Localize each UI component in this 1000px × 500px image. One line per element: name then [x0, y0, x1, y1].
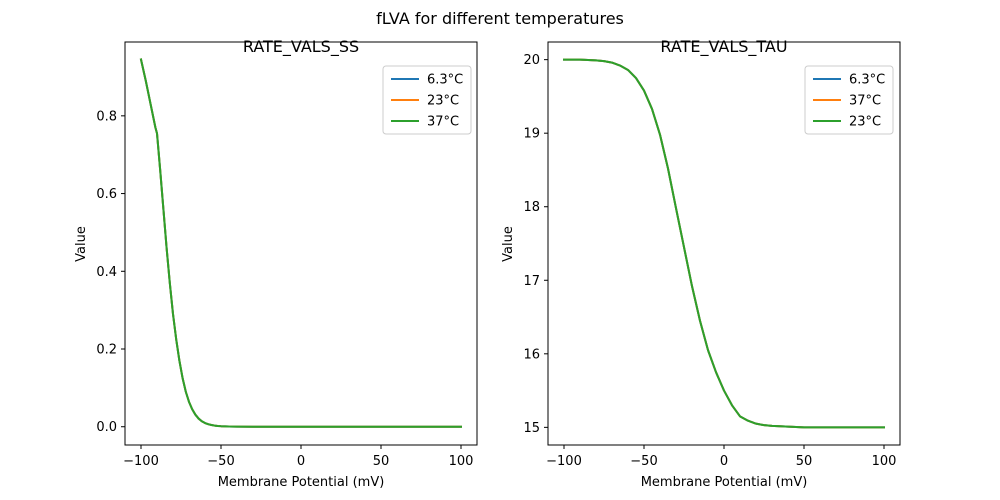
legend-label-1: 23°C — [427, 94, 459, 109]
x-tick-label: −100 — [123, 454, 159, 469]
series-line-2 — [563, 58, 885, 429]
legend-box — [382, 65, 472, 135]
y-tick-label: 0.2 — [96, 343, 117, 358]
x-tick-label: 0 — [297, 454, 305, 469]
legend-label-1: 37°C — [849, 94, 881, 109]
x-tick-label: 100 — [872, 454, 897, 469]
x-tick-label: −50 — [207, 454, 234, 469]
legend-box — [804, 65, 894, 135]
x-tick-label: −50 — [630, 454, 657, 469]
subplot-title: RATE_VALS_TAU — [660, 37, 787, 57]
x-axis-label: Membrane Potential (mV) — [218, 475, 385, 490]
y-tick-label: 0.8 — [96, 109, 117, 124]
series-line-2 — [139, 58, 462, 428]
y-tick-label: 17 — [523, 274, 540, 289]
figure-title: fLVA for different temperatures — [376, 9, 624, 28]
subplot-rate-vals-ss: RATE_VALS_SS Membrane Potential (mV) Val… — [74, 37, 478, 490]
x-axis-label: Membrane Potential (mV) — [641, 475, 808, 490]
y-tick-label: 19 — [523, 127, 540, 142]
x-tick-label: −100 — [546, 454, 582, 469]
x-tick-label: 50 — [373, 454, 390, 469]
legend-label-0: 6.3°C — [427, 73, 463, 88]
y-tick-label: 18 — [523, 200, 540, 215]
x-tick-label: 100 — [449, 454, 474, 469]
y-tick-label: 0.0 — [96, 420, 117, 435]
y-tick-label: 0.4 — [96, 265, 117, 280]
x-tick-label: 50 — [796, 454, 813, 469]
legend-label-0: 6.3°C — [849, 73, 885, 88]
subplot-rate-vals-tau: RATE_VALS_TAU Membrane Potential (mV) Va… — [501, 37, 901, 490]
legend-label-2: 23°C — [849, 115, 881, 130]
legend-label-2: 37°C — [427, 115, 459, 130]
x-tick-label: 0 — [720, 454, 728, 469]
legend: 6.3°C 23°C 37°C — [382, 65, 472, 135]
legend: 6.3°C 37°C 23°C — [804, 65, 894, 135]
y-axis-label: Value — [501, 226, 516, 262]
y-axis-label: Value — [74, 226, 89, 262]
y-tick-label: 16 — [523, 347, 540, 362]
y-tick-label: 15 — [523, 421, 540, 436]
y-tick-label: 20 — [523, 53, 540, 68]
subplot-title: RATE_VALS_SS — [243, 37, 359, 57]
y-tick-label: 0.6 — [96, 187, 117, 202]
